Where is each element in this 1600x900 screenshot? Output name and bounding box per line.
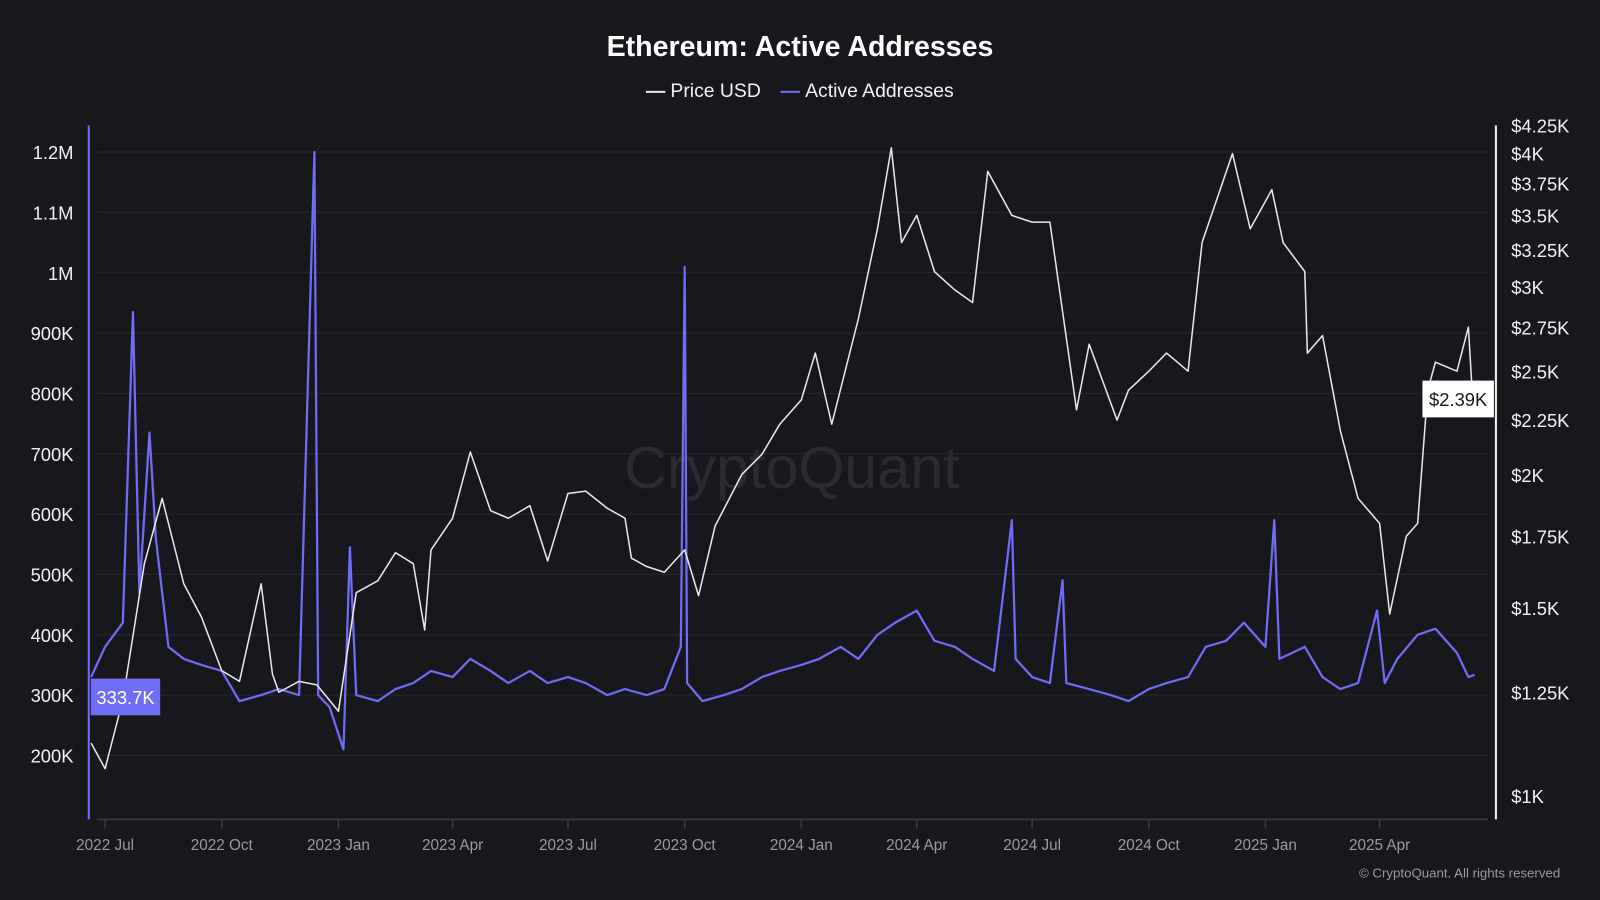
left-tick-label: 1.1M <box>33 203 74 224</box>
legend-label-active-addresses[interactable]: Active Addresses <box>805 80 954 102</box>
right-tick-label: $1.25K <box>1511 682 1570 703</box>
right-tick-label: $2K <box>1511 465 1544 486</box>
right-tick-label: $4.25K <box>1511 116 1570 137</box>
right-tick-label: $1.5K <box>1511 598 1560 619</box>
x-tick-label: 2024 Apr <box>886 837 947 854</box>
left-tick-label: 400K <box>31 625 75 646</box>
x-tick-label: 2024 Jan <box>770 837 833 854</box>
left-tick-label: 1M <box>48 263 74 284</box>
x-tick-label: 2022 Jul <box>76 837 134 854</box>
right-tick-label: $3.75K <box>1511 174 1570 195</box>
copyright: © CryptoQuant. All rights reserved <box>1359 866 1560 881</box>
x-tick-label: 2024 Jul <box>1003 837 1061 854</box>
right-tick-label: $3.25K <box>1511 240 1570 261</box>
right-tick-label: $2.25K <box>1511 410 1570 431</box>
left-tick-label: 500K <box>31 565 75 586</box>
legend: Price USD Active Addresses <box>645 80 954 102</box>
x-tick-label: 2023 Apr <box>422 837 483 854</box>
right-tick-label: $2.5K <box>1511 361 1560 382</box>
right-tick-label: $2.75K <box>1511 317 1570 338</box>
x-tick-label: 2023 Jul <box>539 837 597 854</box>
price-badge <box>1422 380 1494 418</box>
x-tick-label: 2025 Jan <box>1234 837 1297 854</box>
right-tick-label: $3K <box>1511 277 1544 298</box>
right-tick-label: $4K <box>1511 144 1544 165</box>
left-tick-label: 900K <box>31 323 75 344</box>
active-addresses-badge <box>90 678 161 716</box>
x-axis-ticks: 2022 Jul 2022 Oct 2023 Jan 2023 Apr 2023 Jul… <box>76 819 1410 854</box>
right-tick-label: $3.5K <box>1511 206 1560 227</box>
left-tick-label: 1.2M <box>33 142 74 163</box>
watermark: CryptoQuant <box>624 434 959 501</box>
x-tick-label: 2023 Jan <box>307 837 370 854</box>
current-value-badges: 333.7K $2.39K <box>90 380 1494 716</box>
left-tick-label: 200K <box>31 746 75 767</box>
left-axis-ticks: 200K 300K 400K 500K 600K 700K 800K 900K 1M 1.1M 1.… <box>31 142 75 766</box>
right-axis-ticks: $1K $1.25K $1.5K $1.75K $2K $2.25K $2.5K $2.75K… <box>1511 116 1570 807</box>
x-tick-label: 2024 Oct <box>1118 837 1181 854</box>
price-usd-line <box>90 147 1476 770</box>
left-tick-label: 700K <box>31 444 75 465</box>
series-lines <box>90 147 1476 770</box>
legend-label-price[interactable]: Price USD <box>670 80 760 102</box>
active-addresses-current-value: 333.7K <box>96 687 155 708</box>
price-current-value: $2.39K <box>1429 389 1488 410</box>
x-tick-label: 2023 Oct <box>654 837 717 854</box>
left-tick-label: 300K <box>31 685 75 706</box>
chart-title: Ethereum: Active Addresses <box>607 31 994 63</box>
right-tick-label: $1.75K <box>1511 527 1570 548</box>
x-tick-label: 2022 Oct <box>191 837 254 854</box>
right-tick-label: $1K <box>1511 786 1544 807</box>
active-addresses-line <box>90 150 1476 751</box>
grid <box>96 151 1488 756</box>
left-tick-label: 800K <box>31 384 75 405</box>
x-tick-label: 2025 Apr <box>1349 837 1410 854</box>
left-tick-label: 600K <box>31 504 75 525</box>
